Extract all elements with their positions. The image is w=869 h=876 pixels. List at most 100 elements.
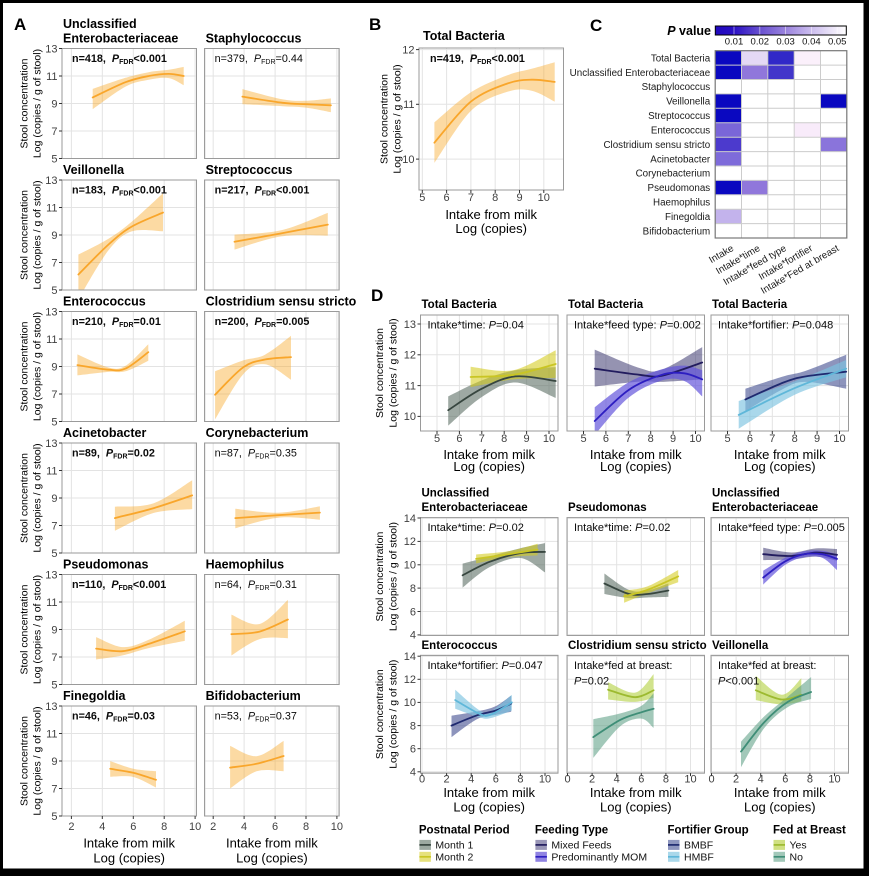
svg-text:Stool concentration: Stool concentration [374,669,386,759]
svg-text:Staphylococcus: Staphylococcus [206,32,302,46]
svg-text:Total Bacteria: Total Bacteria [651,53,711,64]
svg-text:5: 5 [724,433,730,445]
svg-text:9: 9 [670,433,676,445]
svg-text:10: 10 [331,821,343,833]
svg-text:n=87, PFDR=0.35: n=87, PFDR=0.35 [215,448,297,461]
svg-text:10: 10 [404,411,416,423]
svg-text:Log (copies / g of stool): Log (copies / g of stool) [388,522,400,631]
svg-text:Pseudomonas: Pseudomonas [63,558,148,572]
svg-text:5: 5 [51,153,57,165]
svg-text:7: 7 [625,433,631,445]
svg-text:Clostridium sensu stricto: Clostridium sensu stricto [568,640,707,652]
svg-text:Clostridium sensu stricto: Clostridium sensu stricto [206,295,357,309]
svg-text:9: 9 [51,493,57,505]
svg-text:8: 8 [663,774,669,786]
svg-text:Log (copies / g of stool): Log (copies / g of stool) [388,318,400,427]
svg-text:9: 9 [51,230,57,242]
svg-text:9: 9 [524,433,530,445]
svg-text:D: D [371,286,383,305]
svg-text:13: 13 [404,319,416,331]
svg-text:10: 10 [543,433,555,445]
svg-text:8: 8 [303,821,309,833]
svg-text:8: 8 [792,433,798,445]
svg-text:BMBF: BMBF [684,840,713,852]
svg-text:0.04: 0.04 [802,37,821,48]
svg-text:Feeding Type: Feeding Type [535,825,608,837]
svg-text:5: 5 [51,679,57,691]
svg-text:9: 9 [51,756,57,768]
svg-text:Log (copies): Log (copies) [453,459,525,474]
svg-text:P value: P value [667,24,711,38]
svg-text:8: 8 [501,433,507,445]
svg-text:Haemophilus: Haemophilus [653,198,710,209]
svg-text:6: 6 [456,433,462,445]
svg-text:C: C [590,16,602,35]
svg-text:4: 4 [614,774,620,786]
svg-text:Veillonella: Veillonella [63,163,125,177]
svg-text:2: 2 [589,774,595,786]
svg-text:6: 6 [272,821,278,833]
svg-text:Log (copies / g of stool): Log (copies / g of stool) [32,575,44,684]
svg-text:10: 10 [402,154,414,166]
svg-text:B: B [369,15,381,34]
svg-text:5: 5 [51,285,57,297]
svg-text:9: 9 [516,192,522,204]
svg-text:Total Bacteria: Total Bacteria [568,299,644,311]
svg-text:6: 6 [493,774,499,786]
svg-text:Intake from milk: Intake from milk [734,447,826,462]
svg-text:Stool concentration: Stool concentration [374,532,386,622]
svg-text:n=379, PFDR=0.44: n=379, PFDR=0.44 [215,53,303,66]
svg-text:13: 13 [45,43,57,55]
svg-text:Stool concentration: Stool concentration [19,321,31,411]
svg-text:Bifidobacterium: Bifidobacterium [643,226,711,237]
svg-text:Corynebacterium: Corynebacterium [206,426,309,440]
svg-text:Stool concentration: Stool concentration [379,74,391,164]
svg-text:10: 10 [684,774,696,786]
svg-text:5: 5 [580,433,586,445]
svg-text:Yes: Yes [790,840,807,852]
svg-text:n=89, PFDR=0.02: n=89, PFDR=0.02 [72,448,155,461]
svg-text:4: 4 [99,821,105,833]
svg-text:Log (copies / g of stool): Log (copies / g of stool) [32,443,44,552]
svg-text:n=210, PFDR=0.01: n=210, PFDR=0.01 [72,316,161,329]
svg-text:n=64, PFDR=0.31: n=64, PFDR=0.31 [215,579,297,592]
svg-text:10: 10 [833,433,845,445]
svg-text:Log (copies): Log (copies) [455,221,527,236]
svg-text:Log (copies / g of stool): Log (copies / g of stool) [32,706,44,815]
svg-text:8: 8 [410,583,416,595]
svg-text:A: A [14,15,26,34]
svg-text:Total Bacteria: Total Bacteria [423,29,506,43]
svg-text:13: 13 [45,701,57,713]
svg-text:Fed at Breast: Fed at Breast [773,825,846,837]
svg-text:n=200, PFDR=0.005: n=200, PFDR=0.005 [215,316,310,329]
svg-text:0.05: 0.05 [828,37,847,48]
svg-text:Intake from milk: Intake from milk [590,785,682,800]
svg-text:9: 9 [51,98,57,110]
svg-text:Unclassified: Unclassified [63,17,137,31]
svg-text:Bifidobacterium: Bifidobacterium [206,689,301,703]
svg-text:14: 14 [404,651,416,663]
svg-text:2: 2 [444,774,450,786]
svg-text:Stool concentration: Stool concentration [374,328,386,418]
svg-text:Log (copies): Log (copies) [453,800,525,815]
svg-text:Log (copies / g of stool): Log (copies / g of stool) [388,660,400,769]
svg-text:n=46, PFDR=0.03: n=46, PFDR=0.03 [72,711,155,724]
svg-text:11: 11 [46,465,57,477]
svg-text:Enterococcus: Enterococcus [651,126,710,137]
svg-text:10: 10 [689,433,701,445]
svg-text:Log (copies): Log (copies) [236,851,308,866]
svg-text:Stool concentration: Stool concentration [19,58,31,148]
svg-text:Enterococcus: Enterococcus [63,295,146,309]
svg-text:9: 9 [814,433,820,445]
svg-text:0: 0 [708,774,714,786]
svg-text:9: 9 [51,624,57,636]
svg-text:Intake*fed at breast:: Intake*fed at breast: [718,660,816,672]
svg-text:Total Bacteria: Total Bacteria [712,299,788,311]
svg-text:6: 6 [747,433,753,445]
svg-text:10: 10 [404,697,416,709]
svg-text:n=53, PFDR=0.37: n=53, PFDR=0.37 [215,711,297,724]
svg-text:Log (copies): Log (copies) [744,800,816,815]
svg-text:Log (copies / g of stool): Log (copies / g of stool) [32,312,44,421]
svg-text:Month 1: Month 1 [435,840,473,852]
svg-text:Pseudomonas: Pseudomonas [648,183,711,194]
